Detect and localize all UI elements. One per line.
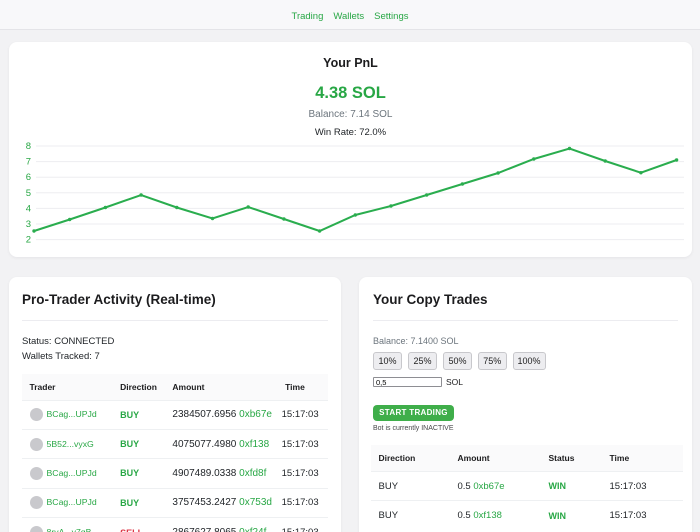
svg-text:6: 6 [26, 172, 31, 183]
svg-text:7: 7 [26, 157, 31, 168]
svg-text:4: 4 [26, 203, 31, 214]
svg-text:5: 5 [26, 188, 31, 199]
svg-text:3: 3 [26, 219, 31, 230]
svg-text:2: 2 [26, 235, 31, 246]
svg-text:8: 8 [26, 141, 31, 152]
